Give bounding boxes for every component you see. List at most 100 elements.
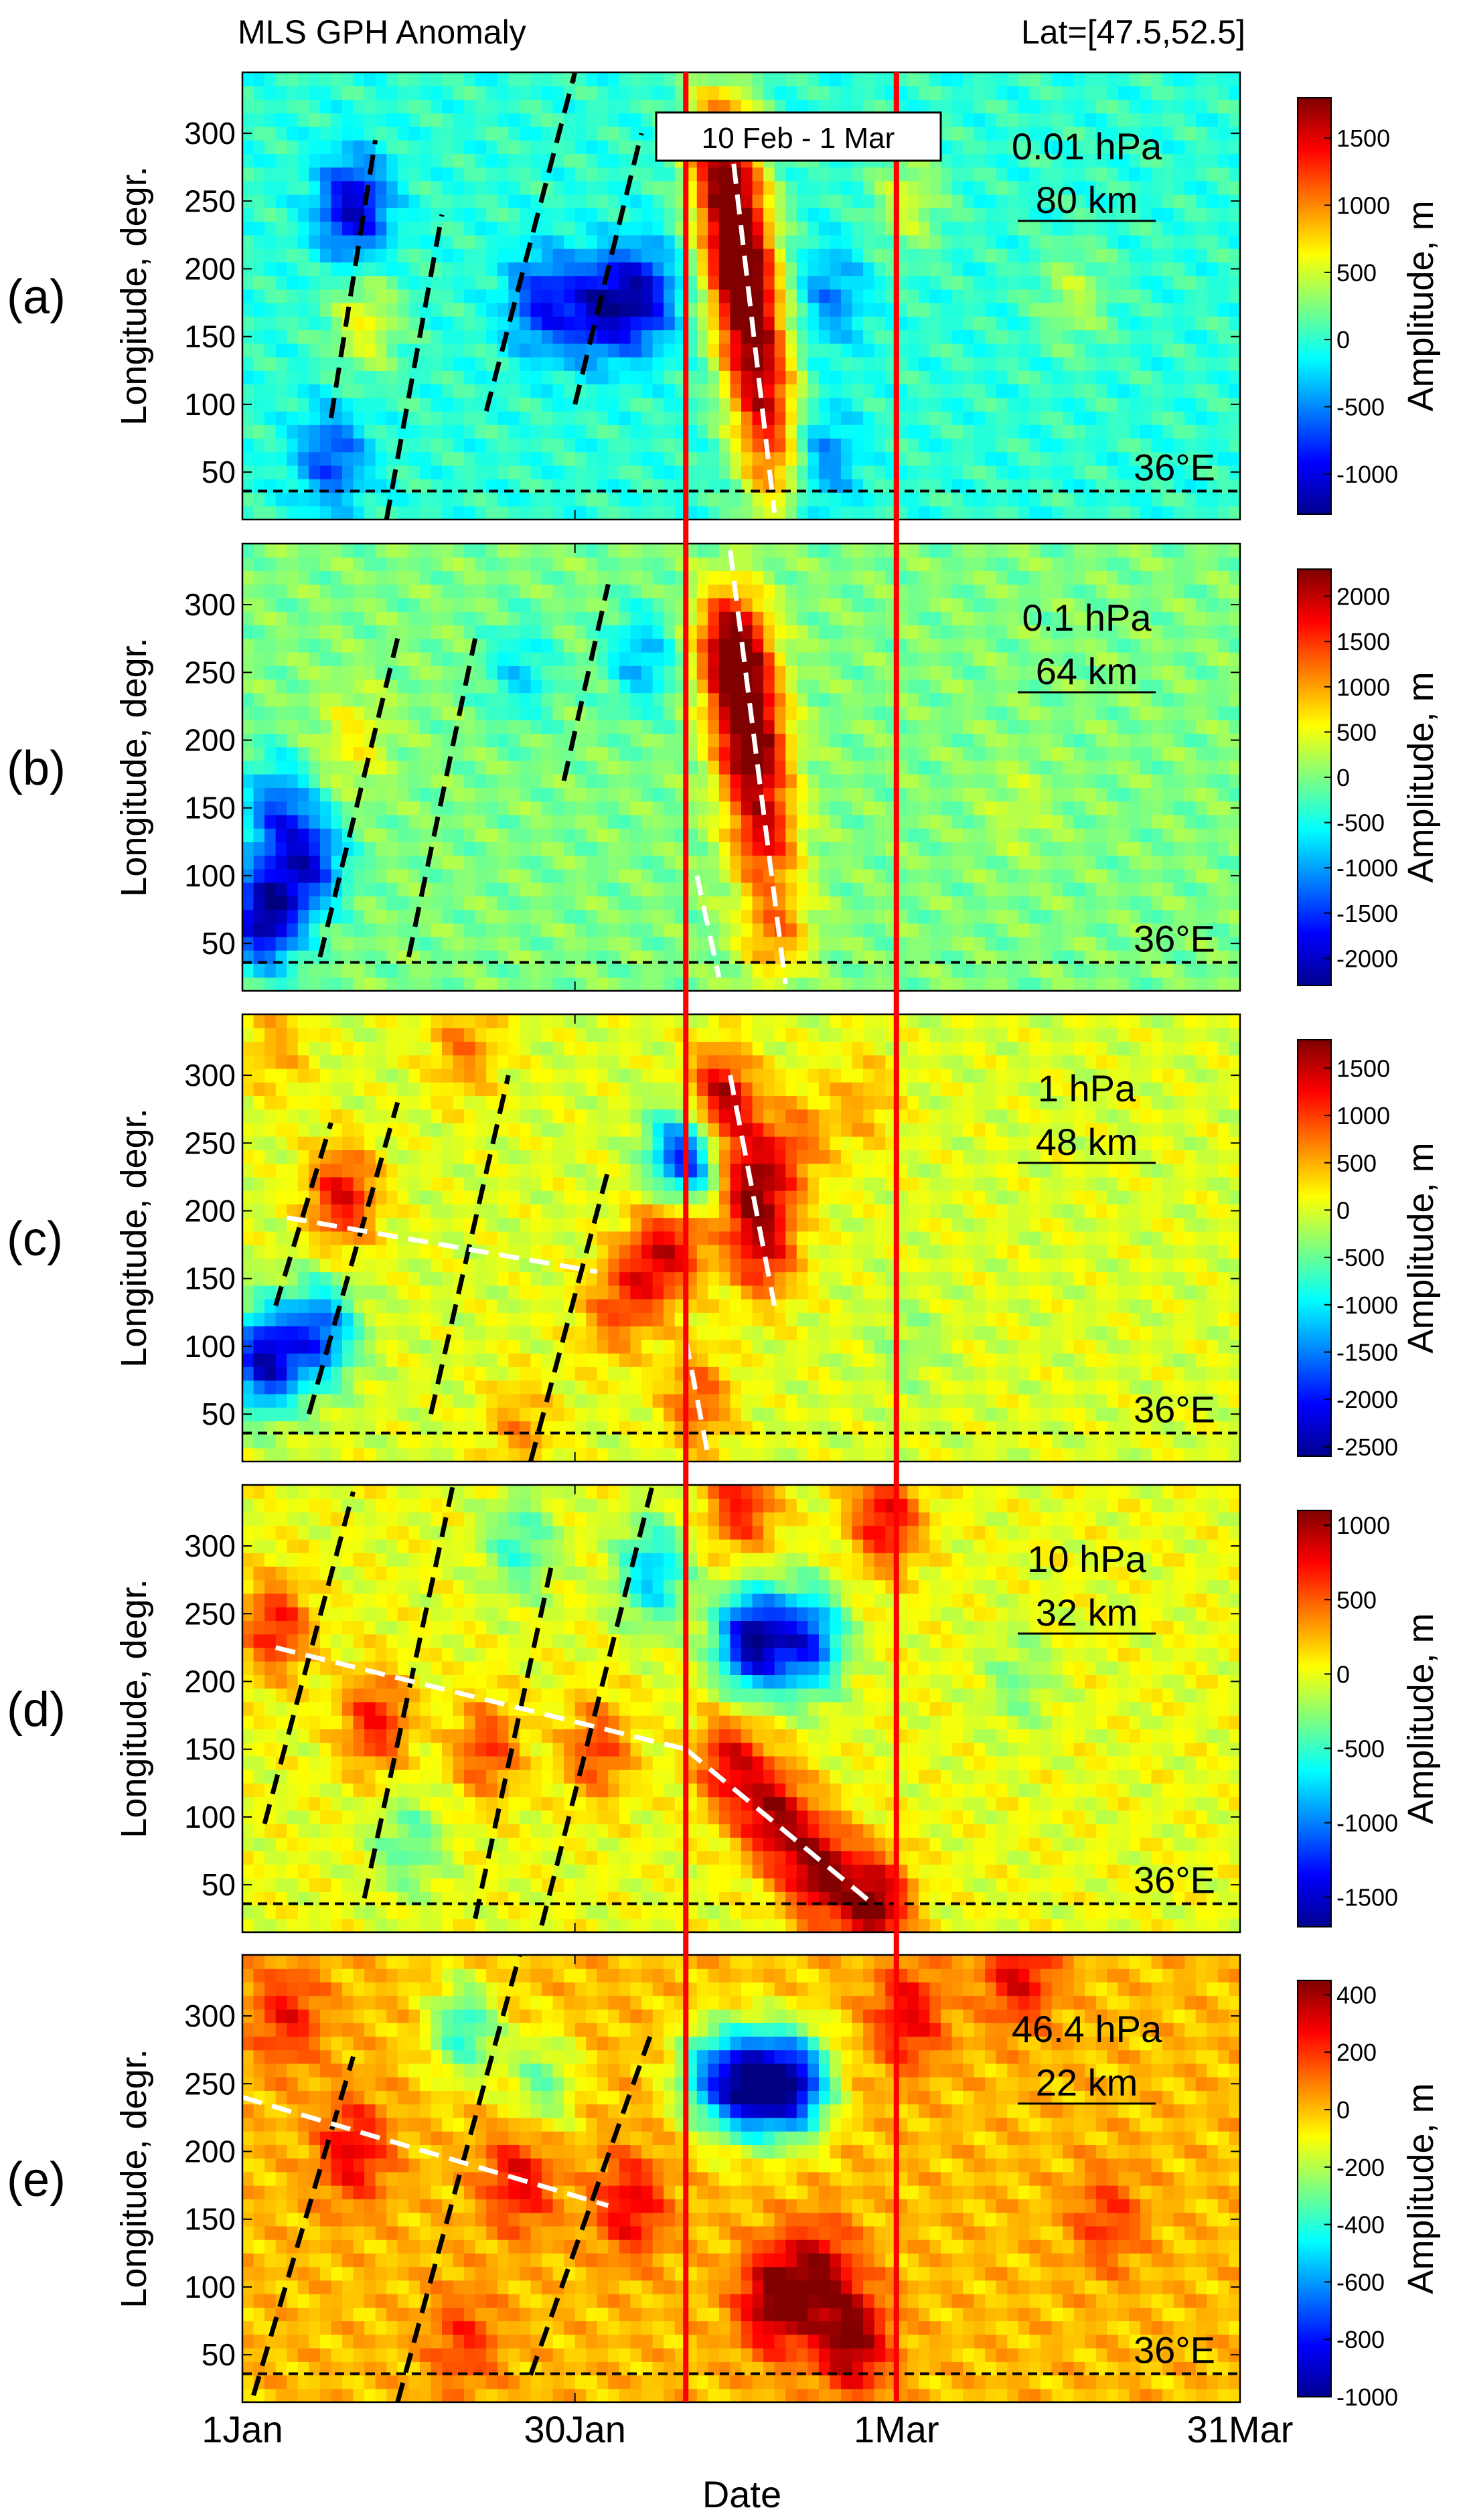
- heatmap-cell: [696, 384, 708, 398]
- heatmap-cell: [1018, 72, 1030, 86]
- heatmap-cell: [297, 357, 309, 371]
- heatmap-cell: [497, 86, 509, 100]
- heatmap-cell: [1063, 72, 1075, 86]
- heatmap-cell: [818, 370, 831, 385]
- heatmap-cell: [963, 248, 975, 262]
- heatmap-cell: [442, 597, 454, 612]
- heatmap-cell: [552, 570, 564, 585]
- heatmap-cell: [918, 289, 931, 303]
- heatmap-cell: [1085, 384, 1097, 398]
- heatmap-cell: [730, 234, 742, 249]
- heatmap-cell: [319, 557, 332, 572]
- heatmap-cell: [408, 828, 420, 842]
- heatmap-cell: [696, 787, 708, 802]
- heatmap-cell: [808, 868, 820, 883]
- heatmap-cell: [419, 357, 432, 371]
- heatmap-cell: [319, 99, 332, 114]
- heatmap-cell: [408, 194, 420, 209]
- heatmap-cell: [1162, 329, 1174, 344]
- heatmap-cell: [808, 909, 820, 924]
- heatmap-cell: [242, 706, 254, 720]
- heatmap-cell: [419, 303, 432, 317]
- heatmap-cell: [985, 370, 997, 385]
- heatmap-cell: [863, 896, 875, 911]
- heatmap-cell: [619, 438, 631, 453]
- heatmap-cell: [530, 706, 542, 720]
- heatmap-cell: [718, 357, 731, 371]
- heatmap-cell: [686, 733, 698, 748]
- heatmap-cell: [1173, 424, 1185, 439]
- heatmap-cell: [752, 234, 764, 249]
- heatmap-cell: [1107, 451, 1119, 466]
- heatmap-cell: [641, 275, 653, 290]
- heatmap-cell: [319, 787, 332, 802]
- heatmap-cell: [951, 221, 964, 236]
- heatmap-cell: [708, 950, 720, 965]
- heatmap-cell: [1217, 424, 1230, 439]
- heatmap-cell: [275, 451, 287, 466]
- heatmap-cell: [574, 329, 587, 344]
- heatmap-cell: [1162, 303, 1174, 317]
- heatmap-cell: [686, 963, 698, 978]
- heatmap-cell: [475, 194, 487, 209]
- heatmap-cell: [331, 303, 343, 317]
- heatmap-cell: [353, 937, 365, 951]
- heatmap-cell: [1085, 343, 1097, 358]
- heatmap-cell: [830, 479, 842, 493]
- heatmap-cell: [1095, 126, 1107, 141]
- heatmap-cell: [464, 544, 476, 558]
- heatmap-cell: [464, 720, 476, 734]
- heatmap-cell: [1118, 221, 1130, 236]
- heatmap-cell: [297, 316, 309, 331]
- heatmap-cell: [852, 801, 864, 815]
- heatmap-cell: [874, 937, 886, 951]
- heatmap-cell: [309, 828, 321, 842]
- heatmap-cell: [1085, 275, 1097, 290]
- heatmap-cell: [1029, 411, 1041, 425]
- heatmap-cell: [730, 303, 742, 317]
- heatmap-cell: [630, 950, 642, 965]
- heatmap-cell: [353, 882, 365, 896]
- heatmap-cell: [497, 275, 509, 290]
- heatmap-cell: [985, 275, 997, 290]
- heatmap-cell: [275, 329, 287, 344]
- heatmap-cell: [808, 651, 820, 666]
- heatmap-cell: [641, 923, 653, 937]
- heatmap-cell: [475, 289, 487, 303]
- heatmap-cell: [309, 411, 321, 425]
- heatmap-cell: [796, 611, 808, 626]
- heatmap-cell: [830, 923, 842, 937]
- heatmap-cell: [597, 451, 609, 466]
- heatmap-cell: [431, 692, 443, 707]
- heatmap-cell: [1162, 465, 1174, 479]
- heatmap-cell: [918, 86, 931, 100]
- heatmap-cell: [896, 801, 908, 815]
- heatmap-cell: [586, 370, 598, 385]
- heatmap-cell: [1151, 397, 1163, 412]
- heatmap-cell: [874, 760, 886, 775]
- heatmap-cell: [342, 357, 354, 371]
- heatmap-cell: [397, 692, 409, 707]
- heatmap-cell: [253, 706, 265, 720]
- heatmap-cell: [408, 248, 420, 262]
- heatmap-cell: [1184, 99, 1197, 114]
- heatmap-cell: [419, 397, 432, 412]
- heatmap-cell: [597, 180, 609, 195]
- heatmap-cell: [597, 99, 609, 114]
- heatmap-cell: [464, 438, 476, 453]
- heatmap-cell: [996, 167, 1008, 181]
- heatmap-cell: [519, 384, 532, 398]
- heatmap-cell: [331, 651, 343, 666]
- heatmap-cell: [275, 679, 287, 694]
- heatmap-cell: [464, 343, 476, 358]
- heatmap-cell: [741, 814, 753, 829]
- heatmap-cell: [941, 424, 953, 439]
- heatmap-cell: [1129, 316, 1141, 331]
- heatmap-cell: [818, 923, 831, 937]
- heatmap-cell: [1140, 194, 1152, 209]
- heatmap-cell: [830, 248, 842, 262]
- heatmap-cell: [785, 570, 797, 585]
- heatmap-cell: [519, 842, 532, 856]
- heatmap-cell: [364, 638, 376, 653]
- heatmap-cell: [1173, 86, 1185, 100]
